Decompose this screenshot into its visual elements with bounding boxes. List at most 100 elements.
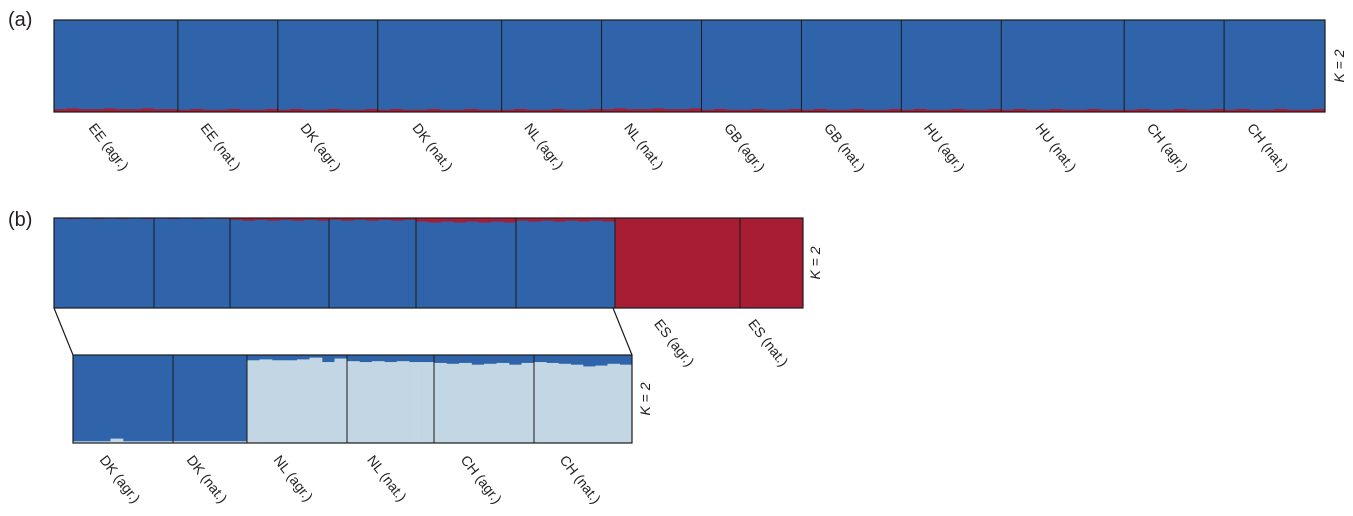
panel-a-bar-red (976, 109, 989, 112)
panel-a-bar-red (377, 109, 391, 112)
panel-a-bar-red (951, 108, 964, 112)
panel-a-group-label: GB (nat.) (821, 120, 869, 175)
sub-bar-light (595, 365, 608, 443)
panel-a-bar-red (713, 108, 727, 112)
panel-a-group-label: DK (nat.) (409, 120, 456, 174)
panel-a-bar-red (926, 109, 940, 112)
panel-a-group-label: NL (agr.) (521, 120, 567, 172)
panel-a-bar-blue (1224, 20, 1325, 112)
panel-a-bar-red (240, 109, 254, 112)
sub-group-label: CH (agr.) (458, 452, 506, 507)
panel-a-bar-red (402, 109, 416, 112)
panel-a-bar-red (788, 108, 802, 112)
panel-a-bar-red (290, 108, 304, 112)
panel-a-bar-red (1087, 108, 1100, 112)
panel-a-bar-red (115, 109, 129, 112)
panel-a-bar-red (464, 108, 478, 112)
sub-bar-light (247, 360, 260, 443)
panel-a-group-label: DK (agr.) (297, 120, 344, 174)
panel-a-bar-red (813, 108, 827, 112)
panel-a-bar-red (601, 109, 615, 112)
panel-a-bar-red (901, 109, 915, 112)
sub-k-label: K = 2 (637, 382, 653, 415)
panel-b-bar-red-top (366, 218, 379, 221)
panel-a-group-label: GB (agr.) (721, 120, 769, 175)
panel-a-bar-blue (377, 20, 502, 112)
panel-a-bar-red (1099, 109, 1113, 112)
sub-bar-light (160, 441, 174, 443)
panel-a-bar-red (390, 108, 403, 112)
panel-a-bar-red (315, 109, 328, 112)
sub-bar-light (396, 361, 410, 443)
sub-bar-light (607, 363, 621, 443)
panel-a-bar-blue (1124, 20, 1225, 112)
panel-a-bar-red (1161, 109, 1175, 112)
zoom-connector-left (53, 307, 74, 356)
panel-a-bar-red (539, 109, 552, 112)
panel-a-bar-red (414, 109, 428, 112)
panel-a-bar-red (763, 109, 777, 112)
panel-a-bar-red (1174, 108, 1187, 112)
panel-a-bar-red (526, 109, 540, 112)
panel-a-bar-red (1025, 109, 1039, 112)
panel-a-bar-red (551, 108, 565, 112)
panel-b-bar-red-top (466, 218, 479, 222)
panel-a-group-label: EE (agr.) (86, 120, 133, 173)
sub-bar-light (210, 441, 223, 443)
panel-b-k-label: K = 2 (807, 246, 823, 279)
panel-a-bar-red (838, 109, 852, 112)
panel-a-bar-blue (701, 20, 802, 112)
panel-a-bar-red (689, 108, 702, 112)
panel-b-chart: ES (agr.) ES (nat.) K = 2 (53, 217, 823, 369)
panel-b-group-label: ES (nat.) (745, 316, 792, 369)
panel-b-bar-red-top (291, 218, 305, 221)
panel-a-bar-red (1124, 109, 1137, 112)
panel-a-bar-red (664, 109, 677, 112)
panel-a-group-label: CH (nat.) (1244, 120, 1292, 175)
panel-b-bar-blue (416, 218, 516, 308)
panel-a-bar-red (1013, 108, 1027, 112)
panel-a-bar-red (726, 109, 740, 112)
panel-a-bar-red (1136, 108, 1150, 112)
sub-bar-light (197, 441, 211, 443)
sub-bar-blue (73, 355, 173, 443)
panel-a-bar-red (738, 109, 752, 112)
panel-a-bar-red (826, 109, 840, 112)
panel-b-bar-red-top (329, 218, 342, 220)
panel-b-bar-red-top (565, 218, 579, 221)
sub-bar-light (234, 441, 248, 443)
panel-a-bar-red (938, 109, 952, 112)
panel-a-bar-red (277, 109, 291, 112)
panel-b-bar-red-top (590, 218, 603, 221)
panel-a-bar-red (651, 108, 665, 112)
sub-bar-light (558, 363, 572, 443)
panel-a-bar-blue (54, 20, 178, 112)
panel-a-bar-red (701, 109, 715, 112)
sub-group-label: DK (nat.) (184, 452, 231, 506)
panel-b-subchart: DK (agr.) DK (nat.) NL (agr.) NL (nat.) CH (… (72, 354, 653, 507)
panel-a-bar-red (439, 109, 453, 112)
panel-b-bar-red-top (304, 218, 317, 220)
panel-b-bar-blue (329, 218, 416, 308)
panel-b-bar-red-top (391, 218, 404, 221)
panel-a-bar-red (501, 109, 515, 112)
sub-bar-light (284, 360, 298, 443)
panel-b-bar-red-top (428, 218, 442, 223)
panel-a-bar-red (988, 108, 1002, 112)
panel-b-bar-red-top (341, 218, 355, 221)
panel-b-bar-red-top (316, 218, 330, 221)
panel-a-bar-red (476, 109, 490, 112)
panel-a-bar-red (340, 109, 353, 112)
panel-a-bar-red (1001, 109, 1014, 112)
panel-a-bar-blue (277, 20, 378, 112)
sub-bar-light (309, 357, 323, 443)
panel-a-chart: EE (agr.) EE (nat.) DK (agr.) DK (nat.) NL (… (53, 19, 1347, 175)
sub-bar-light (173, 441, 186, 443)
panel-a-group-label: EE (nat.) (197, 120, 244, 173)
sub-group-label: CH (nat.) (557, 452, 605, 507)
panel-a-bar-red (876, 109, 890, 112)
panel-a-group-label: CH (agr.) (1144, 120, 1192, 175)
panel-a-frame (53, 19, 1326, 113)
panel-b-bar-red-top (516, 218, 529, 221)
sub-bar-light (409, 362, 422, 443)
